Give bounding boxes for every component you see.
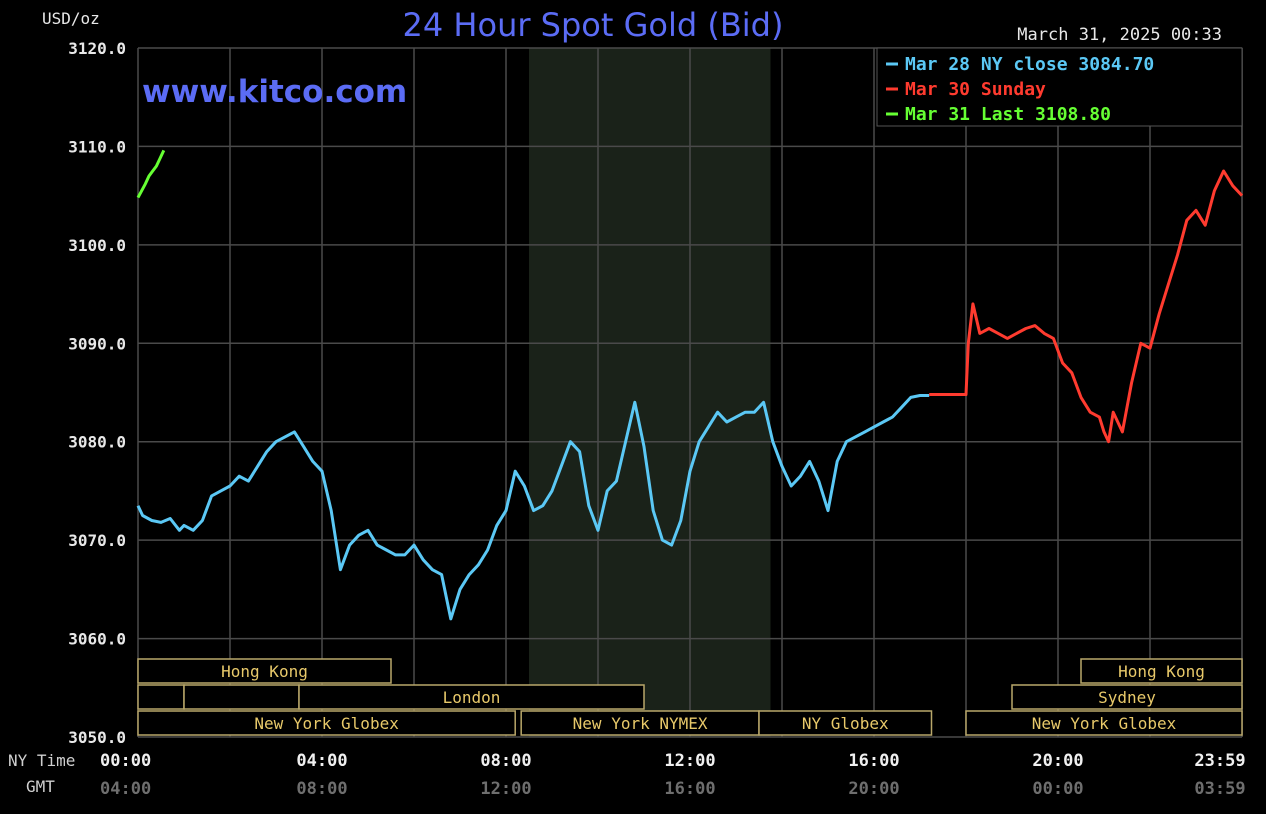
legend-entry: Mar 28 NY close 3084.70	[905, 54, 1154, 75]
gmt-tick: 12:00	[480, 779, 531, 799]
ny-time-row-label: NY Time	[8, 751, 75, 770]
session-label: Hong Kong	[221, 662, 308, 681]
chart-title: 24 Hour Spot Gold (Bid)	[403, 6, 784, 44]
ny-time-tick: 23:59	[1194, 751, 1245, 771]
session-label: Hong Kong	[1118, 662, 1205, 681]
y-tick-label: 3070.0	[68, 531, 126, 550]
x-axis-tick-labels: 00:00 04:00 08:00 12:00 16:00 20:00 23:59 04:00…	[100, 751, 1246, 799]
ny-time-tick: 08:00	[480, 751, 531, 771]
session-label: New York NYMEX	[573, 714, 708, 733]
session-bar: New York NYMEX	[520, 710, 760, 736]
ny-time-tick: 04:00	[296, 751, 347, 771]
session-label: New York Globex	[254, 714, 399, 733]
session-bar: NY Globex	[758, 710, 933, 736]
session-bar: London	[298, 684, 645, 710]
session-label: NY Globex	[802, 714, 889, 733]
gmt-tick: 00:00	[1032, 779, 1083, 799]
timestamp: March 31, 2025 00:33	[1017, 25, 1222, 45]
session-bar	[183, 684, 300, 710]
y-axis-tick-labels: 3120.0 3110.0 3100.0 3090.0 3080.0 3070.0 3060…	[68, 39, 126, 747]
ny-session-shading	[529, 48, 771, 737]
session-label: Sydney	[1098, 688, 1156, 707]
ny-time-tick: 00:00	[100, 751, 151, 771]
y-tick-label: 3120.0	[68, 39, 126, 58]
session-bar: New York Globex	[965, 710, 1243, 736]
ny-time-tick: 12:00	[664, 751, 715, 771]
price-series	[136, 149, 1244, 621]
y-tick-label: 3100.0	[68, 236, 126, 255]
unit-label: USD/oz	[42, 9, 100, 28]
gmt-tick: 16:00	[664, 779, 715, 799]
watermark: www.kitco.com	[142, 74, 407, 110]
legend-entry: Mar 30 Sunday	[905, 79, 1046, 100]
y-tick-label: 3110.0	[68, 137, 126, 156]
session-label: New York Globex	[1032, 714, 1177, 733]
legend: Mar 28 NY close 3084.70 Mar 30 Sunday Mar …	[876, 47, 1243, 127]
series-line	[136, 394, 930, 621]
session-bar: New York Globex	[137, 710, 516, 736]
session-bar: Sydney	[1011, 684, 1243, 710]
ny-time-tick: 16:00	[848, 751, 899, 771]
legend-entry: Mar 31 Last 3108.80	[905, 104, 1111, 125]
series-line	[929, 169, 1244, 444]
session-bar: Hong Kong	[1080, 658, 1243, 684]
session-label: London	[443, 688, 501, 707]
session-bar	[137, 684, 185, 710]
gmt-tick: 03:59	[1194, 779, 1245, 799]
y-tick-label: 3090.0	[68, 334, 126, 353]
market-session-bars: Hong Kong London New York Globex New York N…	[137, 658, 1243, 736]
y-tick-label: 3050.0	[68, 728, 126, 747]
y-tick-label: 3080.0	[68, 433, 126, 452]
y-tick-label: 3060.0	[68, 630, 126, 649]
series-line	[136, 149, 166, 199]
gmt-tick: 08:00	[296, 779, 347, 799]
gmt-tick: 04:00	[100, 779, 151, 799]
legend-box	[876, 47, 1243, 127]
gmt-tick: 20:00	[848, 779, 899, 799]
session-bar: Hong Kong	[137, 658, 392, 684]
ny-time-tick: 20:00	[1032, 751, 1083, 771]
gmt-row-label: GMT	[26, 777, 55, 796]
